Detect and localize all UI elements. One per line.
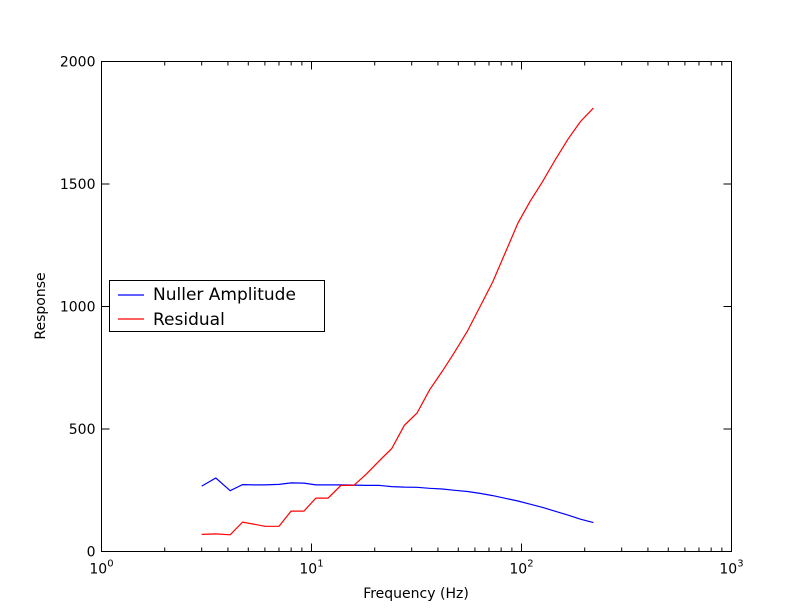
x-tick-label: 101 [299, 559, 323, 578]
series-line-nuller-amplitude [201, 477, 594, 524]
y-axis-label: Response [33, 272, 49, 339]
series-layer [201, 107, 594, 536]
x-tick-label: 102 [509, 559, 533, 578]
legend-label-nuller-amplitude: Nuller Amplitude [153, 285, 296, 305]
x-tick-label: 100 [89, 559, 113, 578]
y-tick-label: 0 [87, 545, 96, 561]
legend-label-residual: Residual [153, 310, 225, 330]
x-tick-label: 103 [719, 559, 743, 578]
series-line-residual [201, 107, 594, 536]
legend: Nuller Amplitude Residual [109, 280, 325, 332]
x-axis-label: Frequency (Hz) [363, 586, 469, 602]
y-axis-ticks: 0 500 1000 1500 2000 [60, 55, 732, 561]
y-tick-label: 1000 [60, 300, 96, 316]
y-tick-label: 1500 [60, 177, 96, 193]
y-tick-label: 500 [69, 422, 96, 438]
x-axis-ticks: 100 101 102 103 [89, 61, 744, 578]
y-tick-label: 2000 [60, 55, 96, 71]
legend-box [109, 280, 325, 332]
